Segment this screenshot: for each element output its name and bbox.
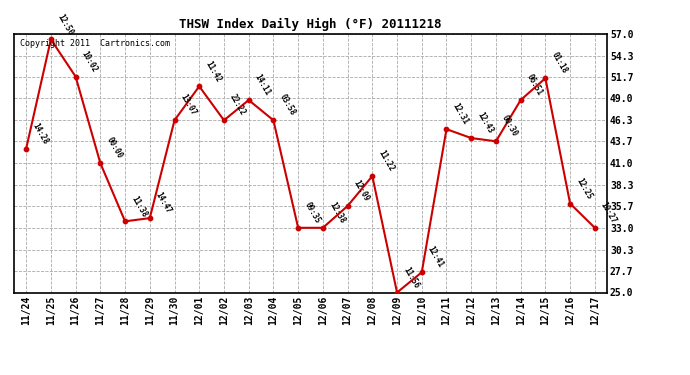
Text: 12:50: 12:50 xyxy=(55,12,75,37)
Point xyxy=(564,201,575,207)
Point xyxy=(194,83,205,89)
Text: 11:38: 11:38 xyxy=(129,194,148,219)
Text: 06:51: 06:51 xyxy=(525,73,544,97)
Text: Copyright 2011  Cartronics.com: Copyright 2011 Cartronics.com xyxy=(20,39,170,48)
Point xyxy=(416,269,427,275)
Text: 12:09: 12:09 xyxy=(352,178,371,203)
Text: 12:25: 12:25 xyxy=(574,176,593,201)
Text: 09:35: 09:35 xyxy=(302,201,322,225)
Text: 00:30: 00:30 xyxy=(500,114,520,138)
Text: 14:28: 14:28 xyxy=(30,121,50,146)
Point xyxy=(268,117,279,123)
Point xyxy=(466,135,477,141)
Text: 10:02: 10:02 xyxy=(80,49,99,74)
Text: 11:22: 11:22 xyxy=(377,149,396,173)
Text: 10:27: 10:27 xyxy=(599,201,618,225)
Text: 11:42: 11:42 xyxy=(204,59,223,84)
Text: 12:43: 12:43 xyxy=(475,111,495,135)
Point xyxy=(515,97,526,103)
Point xyxy=(391,290,402,296)
Point xyxy=(95,160,106,166)
Text: 12:31: 12:31 xyxy=(451,102,470,126)
Text: 11:56: 11:56 xyxy=(401,265,421,290)
Point xyxy=(21,146,32,152)
Text: 22:22: 22:22 xyxy=(228,93,248,117)
Point xyxy=(46,36,57,42)
Point xyxy=(367,173,378,179)
Text: 13:07: 13:07 xyxy=(179,93,198,117)
Point xyxy=(317,225,328,231)
Title: THSW Index Daily High (°F) 20111218: THSW Index Daily High (°F) 20111218 xyxy=(179,18,442,31)
Text: 14:47: 14:47 xyxy=(154,191,173,215)
Text: 12:38: 12:38 xyxy=(327,201,346,225)
Text: 00:00: 00:00 xyxy=(104,136,124,160)
Point xyxy=(293,225,304,231)
Point xyxy=(119,218,130,224)
Text: 14:11: 14:11 xyxy=(253,73,273,97)
Point xyxy=(441,126,452,132)
Point xyxy=(589,225,600,231)
Text: 03:58: 03:58 xyxy=(277,93,297,117)
Point xyxy=(491,138,502,144)
Point xyxy=(219,117,230,123)
Point xyxy=(169,117,180,123)
Point xyxy=(540,75,551,81)
Text: 12:41: 12:41 xyxy=(426,245,445,270)
Point xyxy=(342,203,353,209)
Point xyxy=(70,74,81,80)
Point xyxy=(144,215,155,221)
Point xyxy=(243,97,254,103)
Text: 01:18: 01:18 xyxy=(549,51,569,75)
